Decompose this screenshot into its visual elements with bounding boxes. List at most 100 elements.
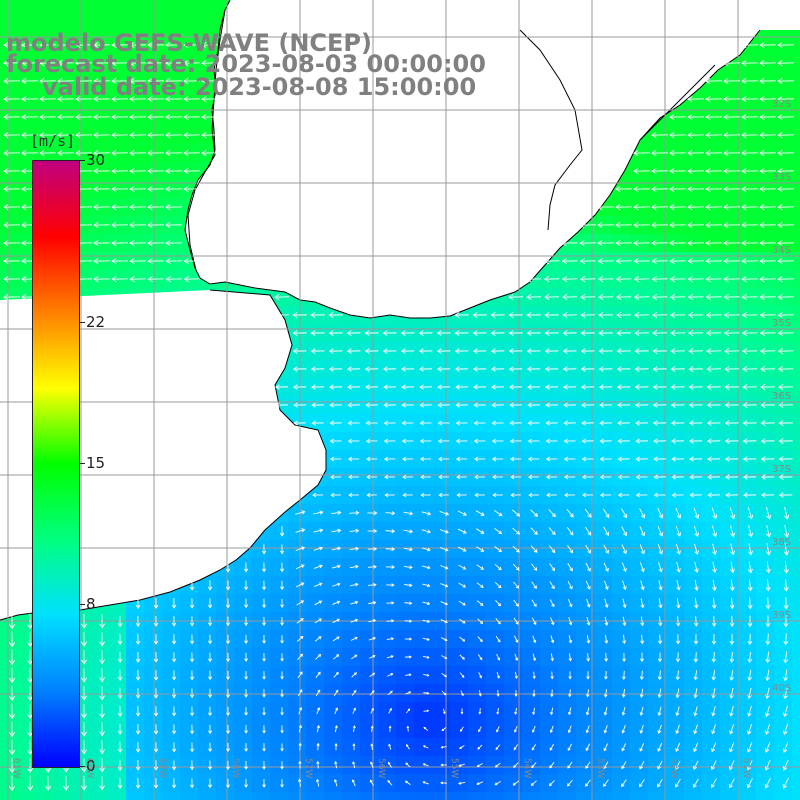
wind-arrow xyxy=(689,456,703,462)
wind-arrow xyxy=(420,456,432,462)
field-cell xyxy=(468,684,487,703)
field-cell xyxy=(414,666,433,685)
field-cell xyxy=(774,720,793,739)
wind-arrow xyxy=(544,348,559,354)
field-cell xyxy=(252,720,271,739)
field-cell xyxy=(450,504,469,523)
wind-arrow xyxy=(741,42,759,49)
field-cell xyxy=(306,648,325,667)
wind-arrow xyxy=(653,456,666,462)
field-cell xyxy=(360,648,379,667)
field-cell xyxy=(684,522,703,541)
field-cell xyxy=(234,756,253,775)
wind-arrow xyxy=(707,474,720,480)
field-cell xyxy=(666,504,685,523)
wind-arrow xyxy=(93,168,111,175)
wind-arrow xyxy=(617,474,630,480)
wind-arrow xyxy=(400,330,415,336)
field-cell xyxy=(450,540,469,559)
wind-arrow xyxy=(527,456,540,462)
field-cell xyxy=(270,774,289,793)
wind-arrow xyxy=(669,114,687,121)
wind-arrow xyxy=(165,132,183,139)
field-cell xyxy=(630,720,649,739)
wind-arrow xyxy=(490,330,505,336)
wind-arrow xyxy=(544,312,559,319)
field-cell xyxy=(522,594,541,613)
wind-arrow xyxy=(705,276,722,283)
field-cell xyxy=(180,720,199,739)
field-cell xyxy=(594,540,613,559)
field-cell xyxy=(396,774,415,793)
wind-arrow xyxy=(712,579,717,592)
wind-arrow xyxy=(633,222,651,229)
wind-arrow xyxy=(183,186,201,193)
field-cell xyxy=(234,702,253,721)
field-cell xyxy=(576,792,595,800)
field-cell xyxy=(306,720,325,739)
field-cell xyxy=(630,684,649,703)
field-cell xyxy=(792,522,800,541)
field-cell xyxy=(738,630,757,649)
field-cell xyxy=(486,558,505,577)
wind-arrow xyxy=(472,330,487,336)
field-cell xyxy=(414,648,433,667)
field-cell xyxy=(486,774,505,793)
wind-arrow xyxy=(3,150,21,157)
field-cell xyxy=(756,702,775,721)
field-cell xyxy=(756,792,775,800)
wind-arrow xyxy=(183,78,201,85)
wind-arrow xyxy=(147,60,165,67)
wind-arrow xyxy=(57,60,75,67)
wind-arrow xyxy=(689,474,702,480)
field-cell xyxy=(162,0,181,19)
wind-arrow xyxy=(777,312,794,319)
wind-arrow xyxy=(508,366,523,372)
wind-arrow xyxy=(21,114,39,121)
wind-arrow xyxy=(567,562,573,572)
field-cell xyxy=(90,18,109,37)
field-cell xyxy=(396,576,415,595)
field-cell xyxy=(792,540,800,559)
field-cell xyxy=(792,288,800,307)
field-cell xyxy=(396,792,415,800)
wind-arrow xyxy=(741,168,759,175)
field-cell xyxy=(198,648,217,667)
wind-arrow xyxy=(147,240,165,247)
wind-arrow xyxy=(616,366,631,372)
wind-arrow xyxy=(617,402,631,408)
field-cell xyxy=(252,702,271,721)
field-cell xyxy=(126,630,145,649)
field-cell xyxy=(324,558,343,577)
wind-arrow xyxy=(669,150,687,157)
field-cell xyxy=(270,702,289,721)
wind-arrow xyxy=(615,276,632,283)
wind-arrow xyxy=(581,474,594,480)
wind-arrow xyxy=(723,276,740,283)
wind-arrow xyxy=(296,582,305,588)
field-cell xyxy=(144,792,163,800)
wind-arrow xyxy=(385,565,395,569)
field-cell xyxy=(162,702,181,721)
wind-arrow xyxy=(57,96,75,103)
wind-arrow xyxy=(129,258,146,265)
wind-arrow xyxy=(207,616,213,627)
wind-arrow xyxy=(311,420,324,426)
wind-arrow xyxy=(93,114,111,121)
field-cell xyxy=(324,756,343,775)
wind-arrow xyxy=(262,580,267,591)
field-cell xyxy=(234,684,253,703)
field-cell xyxy=(144,18,163,37)
wind-arrow xyxy=(580,384,595,390)
field-cell xyxy=(666,540,685,559)
field-cell xyxy=(792,342,800,361)
field-cell xyxy=(306,558,325,577)
field-cell xyxy=(216,792,235,800)
wind-arrow xyxy=(346,348,361,354)
field-cell xyxy=(594,720,613,739)
wind-arrow xyxy=(93,132,111,139)
wind-arrow xyxy=(723,132,741,139)
field-cell xyxy=(792,414,800,433)
field-cell xyxy=(396,756,415,775)
wind-arrow xyxy=(310,348,325,354)
